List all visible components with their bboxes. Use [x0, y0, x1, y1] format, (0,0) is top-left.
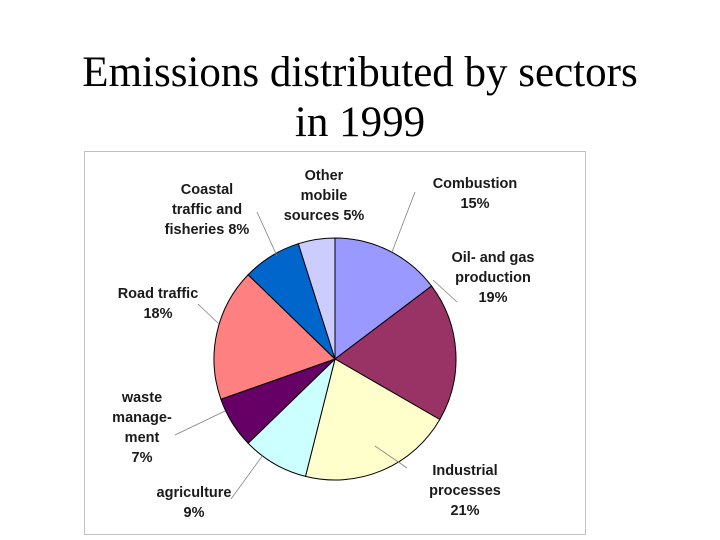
slice-label-3: agriculture 9% — [157, 485, 232, 521]
slide-title-line-1: Emissions distributed by sectors — [82, 49, 638, 96]
slice-label-7: Other mobile sources 5% — [284, 168, 365, 224]
slide-title: Emissions distributed by sectors in 1999 — [0, 48, 720, 148]
pie-chart: Combustion 15% Oil- and gas production 19% In… — [112, 168, 535, 521]
pie-slice-1 — [334, 285, 457, 421]
slice-label-1: Oil- and gas production 19% — [452, 250, 535, 306]
slice-label-5: Road traffic 18% — [118, 286, 199, 322]
pie-slice-7 — [297, 237, 336, 360]
leader-line-4 — [174, 410, 226, 436]
pie-slice-0 — [334, 237, 433, 361]
slice-label-4: waste manage-ment 7% — [112, 390, 172, 466]
leader-line-5 — [197, 303, 220, 325]
pie-slice-2 — [304, 358, 441, 481]
slice-label-2: Industrial processes 21% — [429, 463, 501, 519]
pie-chart-frame: Combustion 15% Oil- and gas production 19% In… — [84, 151, 586, 535]
slice-label-0: Combustion 15% — [433, 176, 518, 212]
leader-line-6 — [256, 211, 278, 257]
slice-label-6: Coastal traffic and fisheries 8% — [165, 182, 250, 238]
pie-slice-5 — [213, 274, 336, 400]
leader-line-3 — [230, 454, 264, 500]
leader-line-2 — [374, 445, 408, 469]
slide-title-line-2: in 1999 — [294, 99, 426, 146]
leader-line-0 — [391, 191, 416, 253]
leader-line-1 — [432, 279, 458, 303]
